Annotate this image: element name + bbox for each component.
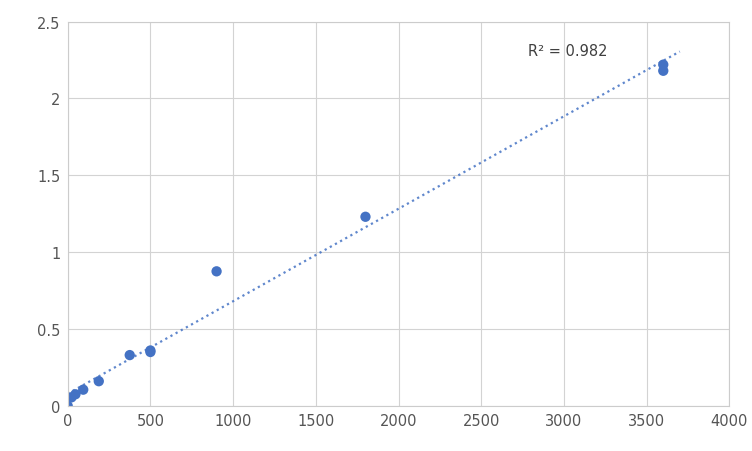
Point [62, 402, 74, 410]
Text: R² = 0.982: R² = 0.982 [528, 44, 607, 59]
Point [69, 391, 81, 398]
Point [92, 378, 105, 385]
Point [144, 349, 156, 356]
Point [77, 386, 89, 393]
Point [123, 352, 135, 359]
Point [65, 394, 77, 401]
Point [211, 268, 223, 275]
Point [657, 68, 669, 75]
Point [144, 347, 156, 354]
Point [657, 62, 669, 69]
Point [359, 214, 371, 221]
